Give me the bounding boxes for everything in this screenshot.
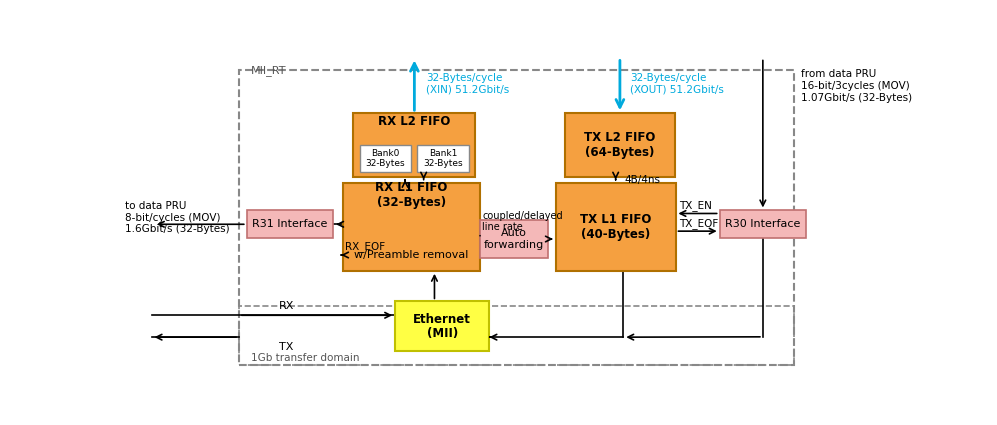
Text: TX L2 FIFO
(64-Bytes): TX L2 FIFO (64-Bytes) <box>584 131 656 159</box>
Text: coupled/delayed
line rate: coupled/delayed line rate <box>483 211 563 232</box>
Text: MII_RT: MII_RT <box>250 65 286 76</box>
FancyBboxPatch shape <box>480 220 548 258</box>
FancyBboxPatch shape <box>395 301 490 351</box>
Text: 1Gb transfer domain: 1Gb transfer domain <box>250 353 359 363</box>
FancyBboxPatch shape <box>360 145 411 172</box>
Text: (MII): (MII) <box>427 327 458 340</box>
Text: Bank0
32-Bytes: Bank0 32-Bytes <box>365 149 405 168</box>
Text: RX L1 FIFO
(32-Bytes): RX L1 FIFO (32-Bytes) <box>375 181 448 209</box>
Text: RX_EOF: RX_EOF <box>345 241 385 252</box>
FancyBboxPatch shape <box>246 210 333 238</box>
Text: 4B/4ns: 4B/4ns <box>625 175 661 185</box>
Bar <box>239 306 794 365</box>
Text: TX_EOF: TX_EOF <box>679 218 719 229</box>
FancyBboxPatch shape <box>565 113 675 177</box>
Text: TX: TX <box>279 342 293 352</box>
Bar <box>239 70 794 365</box>
Text: Bank1
32-Bytes: Bank1 32-Bytes <box>424 149 463 168</box>
Text: TX L1 FIFO
(40-Bytes): TX L1 FIFO (40-Bytes) <box>580 213 651 241</box>
FancyBboxPatch shape <box>353 113 476 177</box>
Text: R31 Interface: R31 Interface <box>252 219 328 229</box>
FancyBboxPatch shape <box>343 183 480 271</box>
Text: Ethernet: Ethernet <box>414 313 472 326</box>
Text: RX L2 FIFO: RX L2 FIFO <box>378 115 451 128</box>
Text: TX_EN: TX_EN <box>679 200 712 211</box>
Text: Auto
forwarding: Auto forwarding <box>484 228 544 250</box>
Text: R30 Interface: R30 Interface <box>725 219 801 229</box>
Text: w/Preamble removal: w/Preamble removal <box>354 250 469 260</box>
Text: RX: RX <box>279 301 294 311</box>
FancyBboxPatch shape <box>720 210 807 238</box>
FancyBboxPatch shape <box>418 145 469 172</box>
Text: to data PRU
8-bit/cycles (MOV)
1.6Gbit/s (32-Bytes): to data PRU 8-bit/cycles (MOV) 1.6Gbit/s… <box>126 201 230 235</box>
Text: 32-Bytes/cycle
(XIN) 51.2Gbit/s: 32-Bytes/cycle (XIN) 51.2Gbit/s <box>426 73 509 94</box>
FancyBboxPatch shape <box>555 183 676 271</box>
Text: 32-Bytes/cycle
(XOUT) 51.2Gbit/s: 32-Bytes/cycle (XOUT) 51.2Gbit/s <box>630 73 724 94</box>
Text: from data PRU
16-bit/3cycles (MOV)
1.07Gbit/s (32-Bytes): from data PRU 16-bit/3cycles (MOV) 1.07G… <box>802 69 912 102</box>
